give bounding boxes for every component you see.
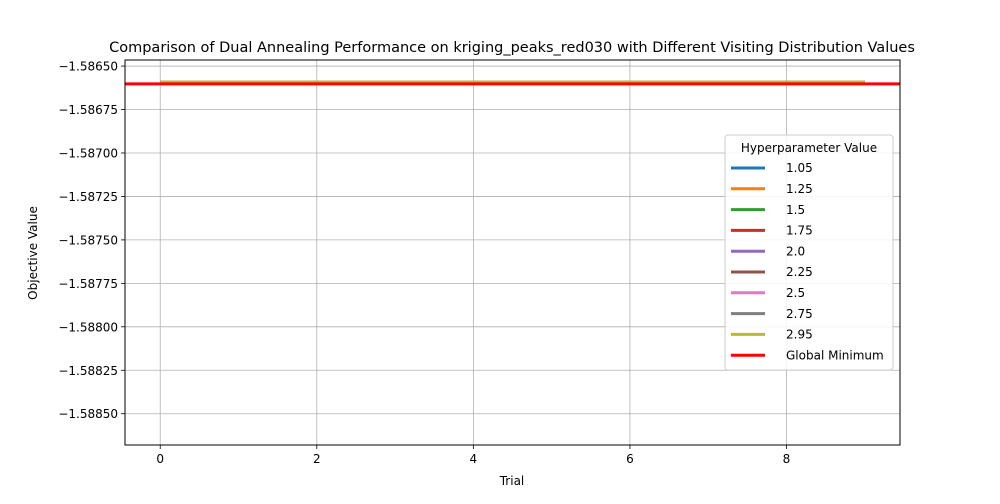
x-tick-label: 0: [156, 452, 164, 466]
y-tick-label: −1.58700: [58, 146, 118, 160]
legend: Hyperparameter Value 1.05 1.25 1.5 1.75 2.0 2…: [724, 134, 894, 371]
plot-frame: [124, 59, 901, 446]
x-tick-label: 8: [783, 452, 791, 466]
x-tick-label: 6: [626, 452, 634, 466]
y-tick-label: −1.58800: [58, 320, 118, 334]
x-axis-label: Trial: [499, 474, 525, 488]
legend-label: 1.05: [786, 161, 813, 175]
y-tick-label: −1.58850: [58, 407, 118, 421]
y-tick-label: −1.58775: [58, 277, 118, 291]
legend-label: 2.5: [786, 286, 805, 300]
legend-label: 1.25: [786, 182, 813, 196]
x-tick-label: 4: [470, 452, 478, 466]
y-tick-label: −1.58750: [58, 233, 118, 247]
series-layer: [125, 80, 900, 86]
legend-label: 2.95: [786, 328, 813, 342]
legend-label: 2.25: [786, 265, 813, 279]
y-tick-label: −1.58825: [58, 364, 118, 378]
legend-title: Hyperparameter Value: [741, 141, 877, 155]
legend-label: 1.5: [786, 203, 805, 217]
legend-label: 1.75: [786, 224, 813, 238]
legend-label: 2.0: [786, 244, 805, 258]
y-tick-label: −1.58650: [58, 60, 118, 74]
legend-box: [724, 134, 894, 371]
chart-title: Comparison of Dual Annealing Performance…: [109, 40, 915, 56]
legend-label: 2.75: [786, 307, 813, 321]
legend-label: Global Minimum: [786, 348, 884, 362]
tick-layer: 0 2 4 6 8 −1.58650 −1.58675 −1.58700 −1.58725 −1.…: [58, 60, 790, 466]
legend-entries: 1.05 1.25 1.5 1.75 2.0 2.25 2.5 2.75 2.95 Global …: [731, 161, 884, 362]
y-tick-label: −1.58725: [58, 190, 118, 204]
y-axis-label: Objective Value: [26, 206, 40, 300]
x-tick-label: 2: [313, 452, 321, 466]
y-tick-label: −1.58675: [58, 103, 118, 117]
